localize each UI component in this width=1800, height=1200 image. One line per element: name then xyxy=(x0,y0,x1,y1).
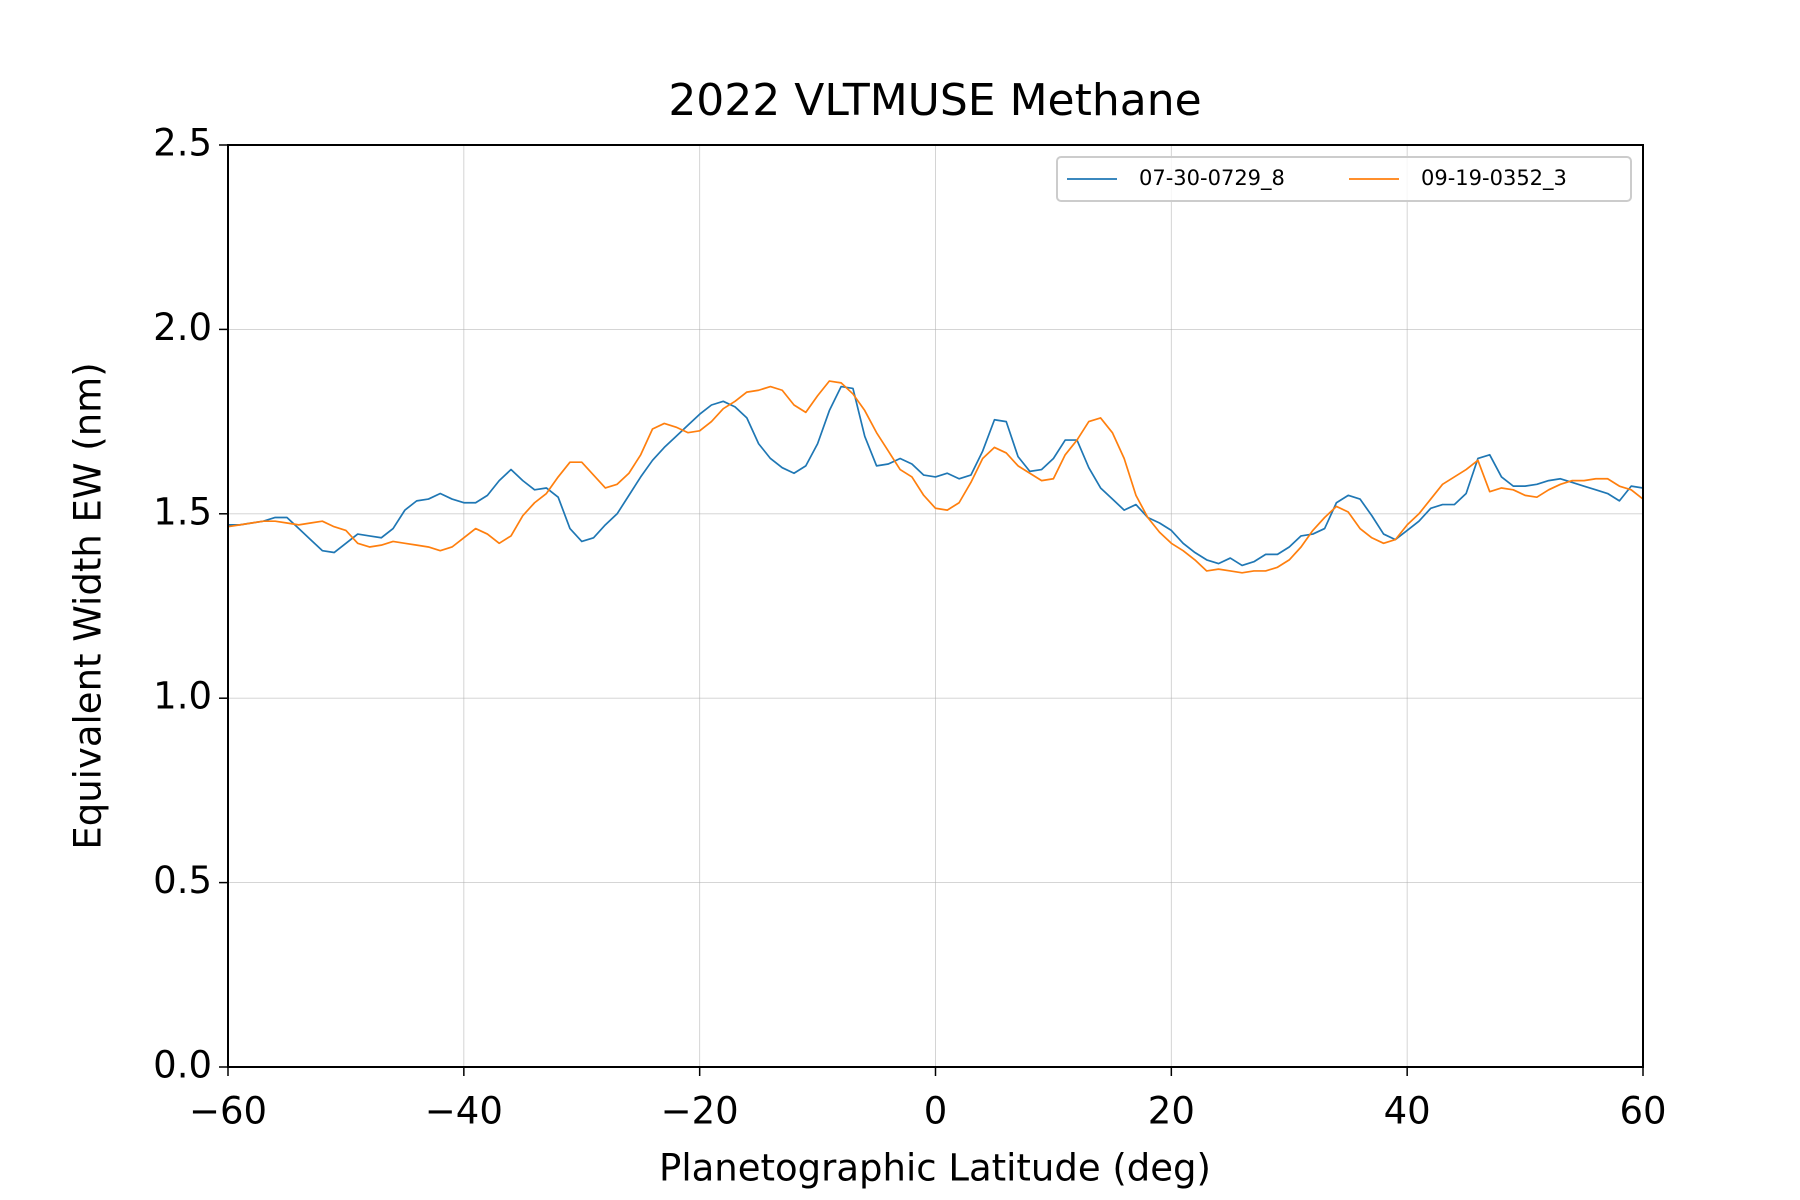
x-tick-label: −60 xyxy=(189,1090,267,1133)
x-tick-label: 20 xyxy=(1148,1090,1195,1133)
legend-box xyxy=(1056,156,1632,202)
x-tick-label: 0 xyxy=(924,1090,948,1133)
y-axis-label: Equivalent Width EW (nm) xyxy=(67,362,110,849)
x-tick-label: 60 xyxy=(1619,1090,1666,1133)
y-tick-label: 0.5 xyxy=(153,859,212,902)
x-tick-label: 40 xyxy=(1384,1090,1431,1133)
x-tick-label: −20 xyxy=(661,1090,739,1133)
data-line xyxy=(228,380,1643,574)
y-tick-label: 0.0 xyxy=(153,1044,212,1087)
legend-label: 07-30-0729_8 xyxy=(1139,166,1285,191)
x-tick-label: −40 xyxy=(425,1090,503,1133)
y-tick-label: 2.0 xyxy=(153,306,212,349)
chart-title: 2022 VLTMUSE Methane xyxy=(668,75,1201,126)
data-line xyxy=(228,385,1643,567)
y-tick-label: 1.0 xyxy=(153,675,212,718)
y-tick-label: 2.5 xyxy=(153,122,212,165)
y-tick-label: 1.5 xyxy=(153,490,212,533)
plot-frame xyxy=(227,144,1644,1068)
x-axis-label: Planetographic Latitude (deg) xyxy=(659,1147,1211,1190)
legend-label: 09-19-0352_3 xyxy=(1421,166,1567,191)
